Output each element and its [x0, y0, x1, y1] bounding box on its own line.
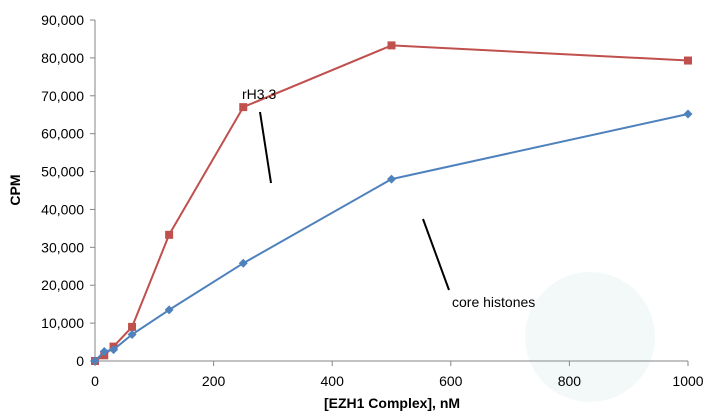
- y-tick-label: 40,000: [41, 201, 84, 217]
- data-point-rh3-3: [239, 103, 248, 112]
- data-point-core-histones: [109, 345, 119, 355]
- data-point-rh3-3: [684, 56, 692, 65]
- annotation-core-histones-pointer: [422, 218, 450, 291]
- data-point-core-histones: [238, 258, 248, 268]
- x-tick-label: 600: [439, 373, 463, 389]
- annotation-core-histones: core histones: [452, 294, 535, 310]
- data-point-core-histones: [99, 347, 109, 357]
- y-tick-label: 10,000: [41, 315, 84, 331]
- annotation-rh33: rH3.3: [242, 86, 276, 102]
- x-tick-label: 800: [558, 373, 582, 389]
- x-tick-label: 200: [202, 373, 226, 389]
- series-layer: [90, 41, 693, 366]
- data-point-core-histones: [164, 305, 174, 315]
- data-point-core-histones: [90, 356, 100, 366]
- x-tick-label: 400: [321, 373, 345, 389]
- data-point-rh3-3: [165, 230, 174, 239]
- data-point-core-histones: [683, 109, 693, 119]
- y-tick-label: 60,000: [41, 126, 84, 142]
- y-axis: 0 10,000 20,000 30,000 40,000 50,000 60,000 70,…: [41, 12, 96, 369]
- annotation-rh33-pointer: [259, 111, 272, 184]
- y-tick-label: 70,000: [41, 88, 84, 104]
- y-tick-label: 50,000: [41, 164, 84, 180]
- y-tick-label: 80,000: [41, 50, 84, 66]
- data-point-core-histones: [127, 329, 137, 339]
- y-tick-label: 90,000: [41, 12, 84, 28]
- x-axis-title: [EZH1 Complex], nM: [324, 395, 460, 411]
- background-watermark-circle: [525, 272, 655, 402]
- y-tick-label: 30,000: [41, 239, 84, 255]
- data-point-rh3-3: [387, 41, 396, 50]
- y-tick-label: 20,000: [41, 277, 84, 293]
- data-point-rh3-3: [128, 322, 137, 331]
- x-tick-label: 0: [91, 373, 99, 389]
- y-tick-label: 0: [76, 353, 84, 369]
- x-tick-label: 1000: [672, 373, 703, 389]
- data-point-core-histones: [387, 174, 396, 184]
- y-axis-title: CPM: [7, 174, 23, 205]
